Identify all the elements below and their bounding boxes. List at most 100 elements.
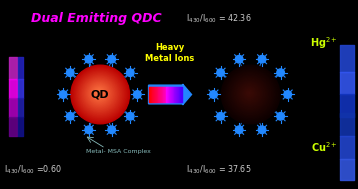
Circle shape xyxy=(234,79,265,109)
Circle shape xyxy=(89,83,110,104)
Circle shape xyxy=(248,92,250,94)
Circle shape xyxy=(126,112,134,120)
Circle shape xyxy=(222,66,279,122)
FancyArrow shape xyxy=(149,84,192,105)
Text: I$_{430}$/I$_{600}$ = 37.65: I$_{430}$/I$_{600}$ = 37.65 xyxy=(186,164,252,176)
Circle shape xyxy=(126,69,134,77)
Circle shape xyxy=(277,69,284,77)
Circle shape xyxy=(82,76,118,112)
Circle shape xyxy=(235,126,243,134)
Circle shape xyxy=(217,112,224,120)
Circle shape xyxy=(92,86,107,101)
Circle shape xyxy=(241,85,258,102)
Circle shape xyxy=(231,75,270,113)
Circle shape xyxy=(92,86,106,100)
Circle shape xyxy=(87,81,112,106)
Circle shape xyxy=(242,86,256,100)
Circle shape xyxy=(75,69,125,119)
Text: Heavy
Metal Ions: Heavy Metal Ions xyxy=(145,43,195,63)
Circle shape xyxy=(108,126,116,134)
Circle shape xyxy=(97,91,101,95)
Circle shape xyxy=(98,92,100,94)
Text: QD: QD xyxy=(91,90,110,99)
Circle shape xyxy=(94,88,104,98)
Circle shape xyxy=(228,72,272,116)
Circle shape xyxy=(79,73,121,115)
Circle shape xyxy=(245,89,254,98)
Circle shape xyxy=(231,75,269,113)
Circle shape xyxy=(258,126,266,134)
Circle shape xyxy=(237,81,262,106)
Circle shape xyxy=(73,67,128,122)
Circle shape xyxy=(86,80,113,108)
Text: I$_{430}$/I$_{600}$ =0.60: I$_{430}$/I$_{600}$ =0.60 xyxy=(4,164,62,176)
Circle shape xyxy=(91,85,108,102)
Circle shape xyxy=(77,71,124,118)
Circle shape xyxy=(239,83,260,104)
Circle shape xyxy=(227,71,274,118)
Circle shape xyxy=(108,55,116,63)
Circle shape xyxy=(85,79,114,108)
Circle shape xyxy=(97,91,101,95)
Text: I$_{430}$/I$_{600}$ = 42.36: I$_{430}$/I$_{600}$ = 42.36 xyxy=(186,13,252,25)
Circle shape xyxy=(72,66,128,122)
Circle shape xyxy=(241,85,258,102)
Circle shape xyxy=(223,67,277,121)
Circle shape xyxy=(76,70,124,118)
Circle shape xyxy=(74,68,126,121)
Circle shape xyxy=(134,91,141,98)
Circle shape xyxy=(81,75,118,113)
Circle shape xyxy=(73,67,127,121)
Circle shape xyxy=(232,76,268,112)
Circle shape xyxy=(246,90,253,97)
Circle shape xyxy=(217,69,224,77)
Circle shape xyxy=(238,82,261,105)
Circle shape xyxy=(237,81,263,107)
Circle shape xyxy=(95,90,102,97)
Circle shape xyxy=(227,71,273,117)
Circle shape xyxy=(67,69,74,77)
Circle shape xyxy=(83,77,117,111)
Circle shape xyxy=(244,88,255,98)
Circle shape xyxy=(78,72,122,116)
Circle shape xyxy=(229,73,271,115)
Circle shape xyxy=(76,70,125,119)
Circle shape xyxy=(78,72,121,116)
Circle shape xyxy=(277,112,284,120)
Circle shape xyxy=(243,87,256,100)
Circle shape xyxy=(247,91,252,95)
Circle shape xyxy=(88,82,111,105)
Circle shape xyxy=(234,78,266,110)
Circle shape xyxy=(67,112,74,120)
Circle shape xyxy=(248,92,250,94)
Circle shape xyxy=(85,126,93,134)
Circle shape xyxy=(96,90,102,96)
Circle shape xyxy=(236,80,263,107)
Circle shape xyxy=(85,55,93,63)
Circle shape xyxy=(84,78,115,110)
Circle shape xyxy=(90,84,108,103)
Circle shape xyxy=(225,69,276,119)
Circle shape xyxy=(247,91,251,95)
Circle shape xyxy=(87,81,112,107)
Circle shape xyxy=(232,76,267,112)
Circle shape xyxy=(258,55,266,63)
Circle shape xyxy=(222,66,279,123)
Circle shape xyxy=(77,71,123,117)
Text: Dual Emitting QDC: Dual Emitting QDC xyxy=(32,12,162,25)
Circle shape xyxy=(230,74,270,114)
Circle shape xyxy=(93,88,105,99)
Circle shape xyxy=(91,85,107,102)
Circle shape xyxy=(236,80,264,108)
Circle shape xyxy=(228,72,272,116)
Circle shape xyxy=(284,91,291,98)
Circle shape xyxy=(233,77,267,111)
Circle shape xyxy=(80,74,120,114)
Circle shape xyxy=(71,65,130,124)
Circle shape xyxy=(246,90,252,96)
Circle shape xyxy=(221,65,280,124)
Circle shape xyxy=(224,68,277,121)
Circle shape xyxy=(82,76,117,112)
Circle shape xyxy=(235,55,243,63)
Circle shape xyxy=(226,70,275,119)
